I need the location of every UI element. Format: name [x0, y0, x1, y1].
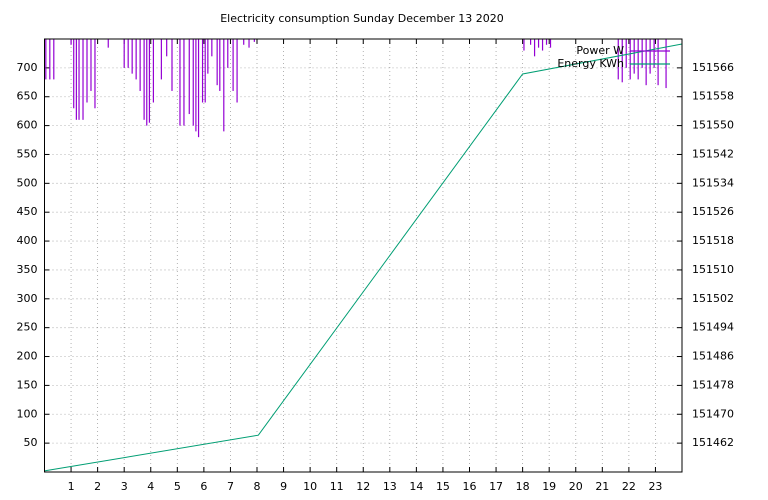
x-tick-label: 17 [489, 480, 503, 493]
x-tick-label: 12 [356, 480, 370, 493]
y-tick-label: 500 [17, 176, 38, 189]
x-tick-label: 5 [174, 480, 181, 493]
x-tick-label: 9 [280, 480, 287, 493]
legend-label: Power W [576, 44, 624, 57]
y-tick-label: 600 [17, 119, 38, 132]
x-tick-label: 15 [436, 480, 450, 493]
y2-tick-label: 151462 [692, 436, 734, 449]
y-tick-label: 400 [17, 234, 38, 247]
y2-tick-label: 151494 [692, 321, 734, 334]
x-tick-label: 3 [121, 480, 128, 493]
y-tick-label: 100 [17, 407, 38, 420]
y-tick-label: 250 [17, 321, 38, 334]
x-tick-label: 16 [463, 480, 477, 493]
y-tick-label: 300 [17, 292, 38, 305]
x-tick-label: 11 [330, 480, 344, 493]
x-tick-label: 1 [68, 480, 75, 493]
y2-tick-label: 151534 [692, 176, 734, 189]
x-tick-label: 20 [569, 480, 583, 493]
x-tick-label: 21 [595, 480, 609, 493]
y-tick-label: 700 [17, 61, 38, 74]
y-tick-label: 150 [17, 378, 38, 391]
y2-tick-label: 151526 [692, 205, 734, 218]
y2-tick-label: 151558 [692, 90, 734, 103]
x-tick-label: 13 [383, 480, 397, 493]
y-tick-label: 550 [17, 147, 38, 160]
x-tick-label: 22 [622, 480, 636, 493]
y2-tick-label: 151502 [692, 292, 734, 305]
x-tick-label: 14 [409, 480, 423, 493]
x-tick-label: 2 [94, 480, 101, 493]
y-tick-label: 650 [17, 90, 38, 103]
x-tick-label: 18 [516, 480, 530, 493]
y-tick-label: 50 [24, 436, 38, 449]
y-tick-label: 450 [17, 205, 38, 218]
x-tick-label: 23 [648, 480, 662, 493]
y2-tick-label: 151566 [692, 61, 734, 74]
y2-tick-label: 151518 [692, 234, 734, 247]
x-tick-label: 8 [254, 480, 261, 493]
x-tick-label: 7 [227, 480, 234, 493]
x-tick-label: 6 [200, 480, 207, 493]
y2-tick-label: 151542 [692, 147, 734, 160]
line [44, 43, 683, 472]
plot-frame [44, 38, 683, 473]
y2-tick-label: 151478 [692, 378, 734, 391]
x-tick-label: 4 [147, 480, 154, 493]
y2-tick-label: 151550 [692, 119, 734, 132]
x-tick-label: 10 [303, 480, 317, 493]
y2-tick-label: 151470 [692, 407, 734, 420]
chart-title: Electricity consumption Sunday December … [220, 12, 504, 25]
y-tick-label: 350 [17, 263, 38, 276]
y2-tick-label: 151486 [692, 350, 734, 363]
legend-label: Energy KWh [557, 57, 624, 70]
y-tick-label: 200 [17, 350, 38, 363]
x-tick-label: 19 [542, 480, 556, 493]
y2-tick-label: 151510 [692, 263, 734, 276]
